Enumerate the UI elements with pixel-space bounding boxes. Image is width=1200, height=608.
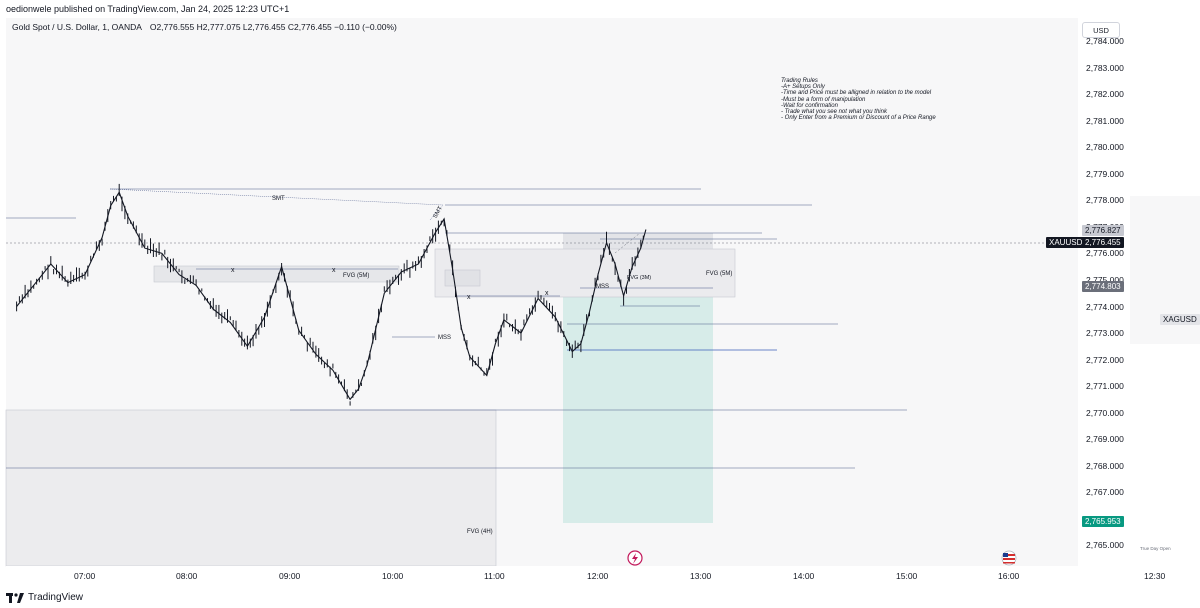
x-mark-1: x <box>231 267 235 274</box>
price-tick-label: 2,768.000 <box>1086 460 1124 471</box>
time-tick-label: 13:00 <box>690 571 712 581</box>
publish-bar: oedionwele published on TradingView.com,… <box>0 0 1200 18</box>
time-axis[interactable] <box>6 566 1126 586</box>
time-tick-label: 14:00 <box>793 571 815 581</box>
smt-line-2 <box>429 204 444 221</box>
price-tick-label: 2,780.000 <box>1086 142 1124 153</box>
price-tick-label: 2,770.000 <box>1086 407 1124 418</box>
time-tick-label: 16:00 <box>998 571 1020 581</box>
target-zone <box>563 287 713 523</box>
last-price-badge: 2,776.455 <box>1082 237 1124 248</box>
trade-diagonal <box>614 232 641 254</box>
price-tick-label: 2,782.000 <box>1086 89 1124 100</box>
price-tick-label: 2,772.000 <box>1086 354 1124 365</box>
fvg-3m-label: FVG (3M) <box>627 275 651 281</box>
symbol-info: Gold Spot / U.S. Dollar, 1, OANDA O2,776… <box>12 22 397 32</box>
tradingview-logo[interactable]: TradingView <box>6 592 83 603</box>
lightning-event-icon[interactable] <box>627 550 643 566</box>
time-tick-label: 07:00 <box>74 571 96 581</box>
symbol-name[interactable]: Gold Spot / U.S. Dollar, 1, OANDA <box>12 22 142 32</box>
brand-name: TradingView <box>28 592 84 603</box>
compare-symbol-badge[interactable]: XAGUSD <box>1160 314 1200 325</box>
fvg-inner-box <box>444 269 481 287</box>
currency-button[interactable]: USD <box>1082 22 1120 38</box>
compare-panel[interactable] <box>1128 18 1200 566</box>
x-mark-3: x <box>467 294 471 301</box>
x-mark-4: x <box>545 290 549 297</box>
time-tick-label: 12:00 <box>587 571 609 581</box>
symbol-tag-badge[interactable]: XAUUSD <box>1046 237 1086 248</box>
fvg-4h-label: FVG (4H) <box>467 529 493 535</box>
price-tick-label: 2,781.000 <box>1086 115 1124 126</box>
footer: TradingView <box>0 588 1200 608</box>
fvg-5m-label-2: FVG (5M) <box>706 271 732 277</box>
time-tick-label: 10:00 <box>382 571 404 581</box>
mss-label-2: MSS <box>596 284 609 290</box>
price-tick-label: 2,783.000 <box>1086 62 1124 73</box>
price-tick-label: 2,774.000 <box>1086 301 1124 312</box>
price-tick-label: 2,784.000 <box>1086 36 1124 46</box>
price-tick-label: 2,771.000 <box>1086 381 1124 392</box>
price-tick-label: 2,767.000 <box>1086 487 1124 498</box>
time-tick-label: 11:00 <box>484 571 505 581</box>
trading-rules-note[interactable]: Trading Rules -A+ Setups Only -Time and … <box>781 78 936 122</box>
fvg-5m-box-2 <box>434 248 736 298</box>
price-tick-label: 2,779.000 <box>1086 168 1124 179</box>
candle-wicks <box>16 183 644 406</box>
time-tick-label: 12:30 <box>1144 571 1166 581</box>
ohlc-values: O2,776.555 H2,777.075 L2,776.455 C2,776.… <box>149 22 397 32</box>
price-tick-label: 2,776.000 <box>1086 248 1124 259</box>
us-flag-event-icon[interactable] <box>1001 550 1017 566</box>
price-tick-label: 2,765.000 <box>1086 540 1124 551</box>
price-tick-label: 2,773.000 <box>1086 328 1124 339</box>
stop-price-badge: 2,765.953 <box>1082 516 1124 527</box>
x-mark-2: x <box>332 267 336 274</box>
price-tick-label: 2,778.000 <box>1086 195 1124 206</box>
mss-label-1: MSS <box>438 335 451 341</box>
price-tick-label: 2,775.000 <box>1086 274 1124 285</box>
smt-label-2: SMT <box>433 205 445 219</box>
tradingview-logo-icon <box>6 592 24 603</box>
smt-divergence-line <box>109 188 444 206</box>
published-line: oedionwele published on TradingView.com,… <box>6 4 290 14</box>
price-axis[interactable] <box>1080 18 1126 566</box>
target-price-badge: 2,776.827 <box>1082 225 1124 236</box>
fvg-5m-label-1: FVG (5M) <box>343 273 369 279</box>
fvg-4h-box <box>5 409 497 567</box>
time-tick-label: 09:00 <box>279 571 301 581</box>
time-tick-label: 15:00 <box>896 571 918 581</box>
time-tick-label: 08:00 <box>176 571 198 581</box>
price-tick-label: 2,769.000 <box>1086 434 1124 445</box>
smt-label-1: SMT <box>272 196 285 202</box>
entry-price-badge: 2,774.803 <box>1082 281 1124 292</box>
true-day-open-label: True Day Open <box>1140 546 1171 551</box>
